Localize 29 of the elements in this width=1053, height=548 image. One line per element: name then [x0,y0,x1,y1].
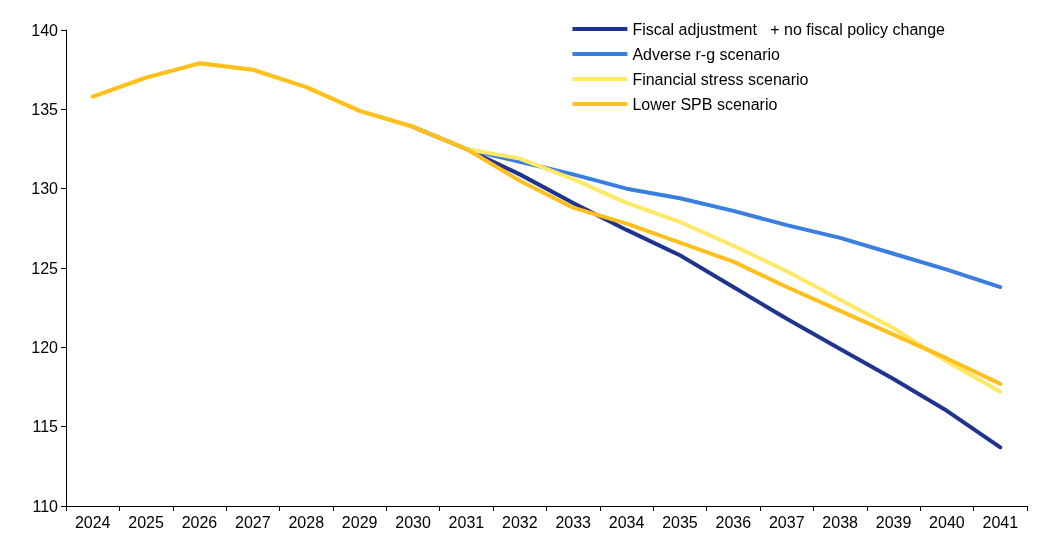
x-tick-label: 2036 [715,513,752,531]
legend-label: Financial stress scenario [632,70,809,88]
x-tick-label: 2030 [395,513,431,531]
y-tick-label: 115 [32,418,59,436]
x-tick-label: 2027 [235,513,271,531]
legend-label: Adverse r-g scenario [632,45,781,63]
x-tick-label: 2028 [288,513,325,531]
x-tick-label: 2035 [662,513,698,531]
x-tick-label: 2034 [608,513,645,531]
x-tick-label: 2024 [74,513,111,531]
legend-label: Fiscal adjustment + no fiscal policy change [632,20,946,38]
x-tick-label: 2025 [128,513,164,531]
y-tick-label: 125 [31,259,59,277]
y-tick-label: 110 [32,497,59,515]
x-tick-label: 2032 [502,513,538,531]
x-tick-label: 2031 [448,513,485,531]
legend-label: Lower SPB scenario [632,95,778,113]
y-tick-label: 135 [31,100,59,118]
y-tick-label: 140 [31,21,59,39]
x-tick-label: 2026 [181,513,218,531]
x-tick-label: 2041 [982,513,1019,531]
y-tick-label: 120 [31,338,59,356]
x-tick-label: 2037 [768,513,805,531]
x-tick-label: 2038 [822,513,859,531]
x-tick-label: 2029 [341,513,378,531]
x-tick-label: 2040 [929,513,965,531]
y-tick-label: 130 [31,180,59,198]
x-tick-label: 2033 [555,513,592,531]
x-tick-label: 2039 [875,513,912,531]
